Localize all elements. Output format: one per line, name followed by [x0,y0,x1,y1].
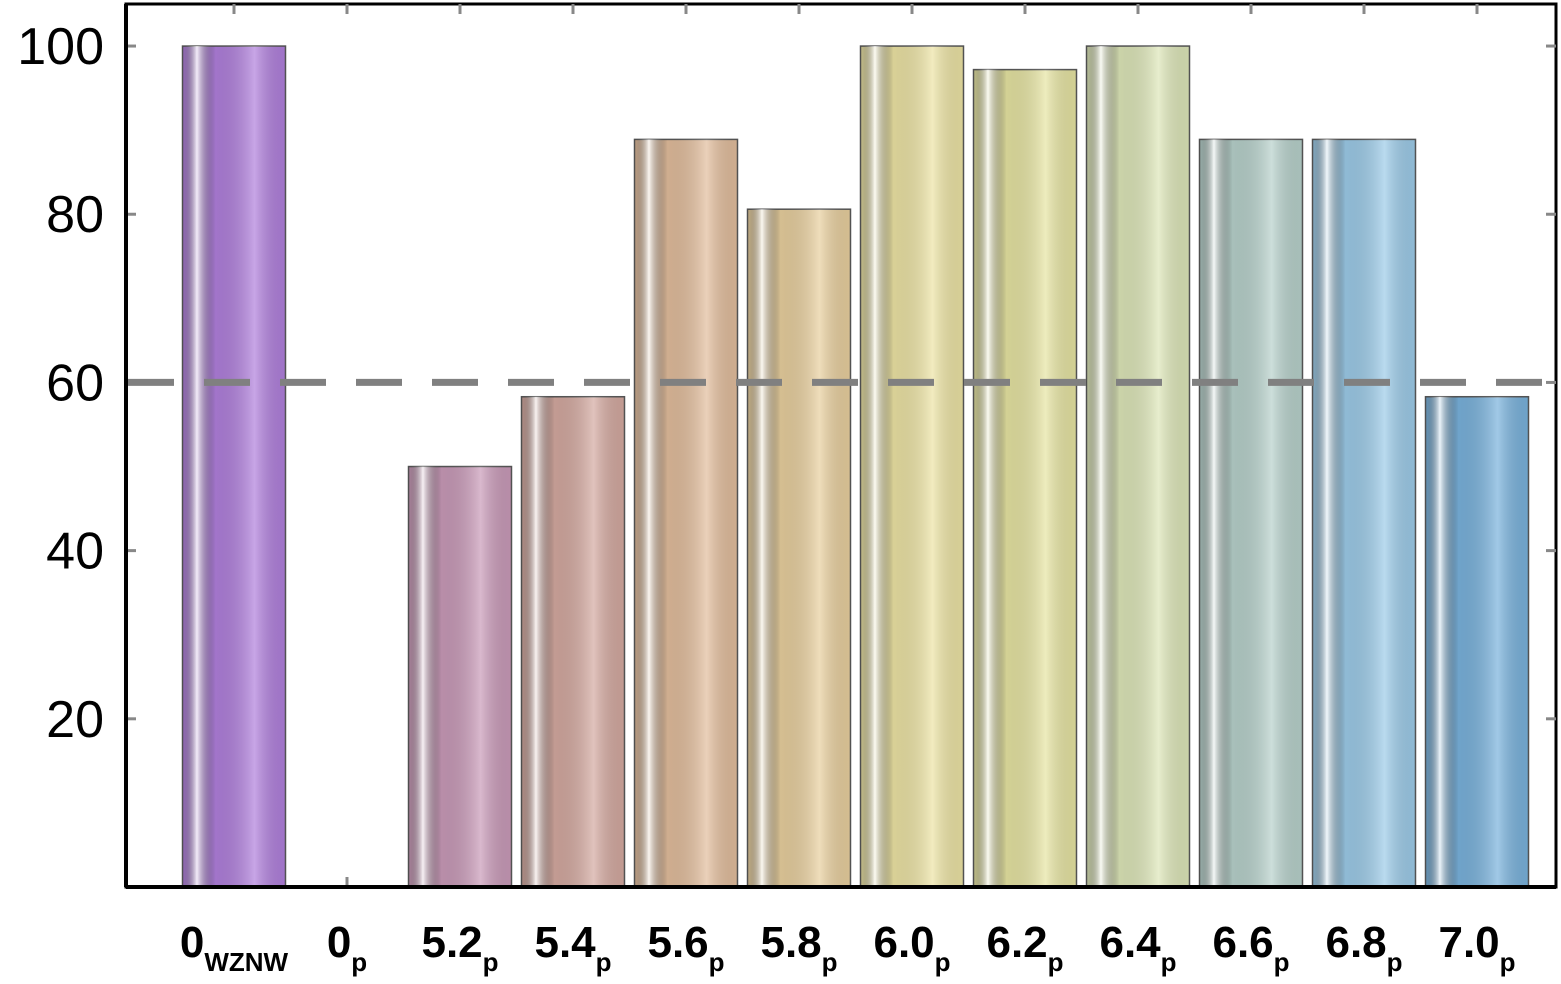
x-tick-subscript: p [1500,947,1516,977]
x-tick-main: 5.8 [760,918,821,967]
x-tick-label: 6.0p [873,918,950,977]
x-tick-main: 6.0 [873,918,934,967]
x-tick-label: 5.8p [760,918,837,977]
x-tick-main: 7.0 [1438,918,1499,967]
bar-shine [1425,396,1529,887]
x-tick-label: 6.6p [1212,918,1289,977]
x-tick-subscript: p [1048,947,1064,977]
x-tick-label: 5.6p [647,918,724,977]
bar-shine [408,466,512,887]
x-tick-label: 7.0p [1438,918,1515,977]
bar-shine [1312,139,1416,888]
x-tick-label: 0p [327,918,367,977]
x-tick-main: 6.6 [1212,918,1273,967]
x-tick-label: 6.4p [1099,918,1176,977]
x-tick-subscript: p [822,947,838,977]
x-tick-subscript: p [596,947,612,977]
y-tick-label: 40 [46,523,104,581]
x-tick-subscript: p [709,947,725,977]
x-tick-subscript: p [351,947,367,977]
bar-shine [521,396,625,887]
x-tick-main: 0 [327,918,351,967]
x-tick-main: 6.4 [1099,918,1161,967]
y-tick-label: 80 [46,186,104,244]
y-tick-label: 20 [46,691,104,749]
x-tick-subscript: p [483,947,499,977]
bar-shine [1199,139,1303,888]
x-tick-main: 5.4 [534,918,596,967]
x-tick-label: 6.2p [986,918,1063,977]
bar-shine [860,46,964,888]
x-tick-label: 6.8p [1325,918,1402,977]
x-tick-subscript: WZNW [204,947,288,977]
x-tick-main: 0 [180,918,204,967]
x-tick-subscript: p [1274,947,1290,977]
bar-shine [973,69,1077,887]
x-tick-label: 5.2p [421,918,498,977]
x-tick-subscript: p [1161,947,1177,977]
x-tick-subscript: p [935,947,951,977]
x-tick-subscript: p [1387,947,1403,977]
x-tick-main: 6.2 [986,918,1047,967]
x-tick-main: 5.2 [421,918,482,967]
y-tick-label: 60 [46,354,104,412]
bar-shine [747,209,851,887]
x-tick-main: 5.6 [647,918,708,967]
x-tick-label: 0WZNW [180,918,289,977]
x-tick-main: 6.8 [1325,918,1386,967]
bar-shine [634,139,738,888]
bar-shine [182,46,286,888]
x-tick-label: 5.4p [534,918,611,977]
y-tick-label: 100 [17,18,104,76]
bar-shine [1086,46,1190,888]
